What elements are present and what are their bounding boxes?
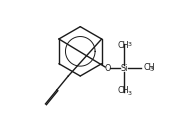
Text: Si: Si <box>120 64 128 73</box>
Text: CH: CH <box>144 63 155 72</box>
Text: CH: CH <box>118 41 129 50</box>
Text: 3: 3 <box>128 91 132 96</box>
Text: O: O <box>104 64 111 73</box>
Text: 3: 3 <box>128 42 132 47</box>
Text: CH: CH <box>118 86 129 95</box>
Text: 3: 3 <box>149 67 153 72</box>
